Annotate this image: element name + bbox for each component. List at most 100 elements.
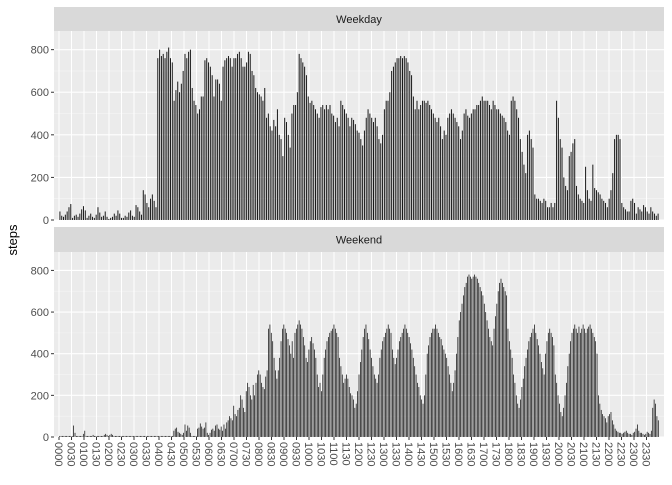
- bar: [556, 100, 558, 220]
- bar: [626, 211, 628, 220]
- x-tick-label: 2230: [615, 442, 627, 466]
- bar: [340, 100, 342, 220]
- bar: [238, 51, 240, 220]
- bar: [550, 332, 552, 437]
- bar: [216, 424, 218, 437]
- bar: [269, 324, 271, 437]
- bar: [463, 295, 464, 437]
- bar: [64, 435, 66, 437]
- bar: [634, 202, 636, 220]
- bar: [291, 113, 293, 220]
- bar: [554, 374, 556, 437]
- bar: [282, 328, 283, 437]
- bar: [82, 433, 84, 437]
- bar: [405, 58, 407, 221]
- bar: [624, 209, 626, 220]
- bar: [527, 134, 529, 220]
- x-tick-label: 1400: [402, 442, 414, 466]
- bar: [283, 324, 285, 437]
- bar: [653, 213, 655, 220]
- bar: [137, 435, 139, 437]
- x-tick-label: 0200: [102, 442, 114, 466]
- bar: [445, 134, 447, 220]
- bar: [159, 49, 161, 220]
- x-tick-label: 1200: [352, 442, 364, 466]
- bar: [496, 109, 498, 220]
- bar: [206, 432, 208, 437]
- x-tick-label: 1430: [415, 442, 427, 466]
- bar: [624, 431, 626, 437]
- bar: [267, 113, 269, 220]
- bar: [548, 207, 550, 220]
- bar: [291, 341, 293, 437]
- bar: [412, 96, 414, 220]
- bar: [495, 316, 496, 437]
- bar: [162, 435, 164, 437]
- bar: [293, 357, 294, 437]
- bar: [76, 435, 77, 437]
- bar: [472, 109, 474, 220]
- bar: [266, 370, 268, 437]
- bar: [360, 362, 361, 437]
- bar: [652, 407, 654, 437]
- x-tick-label: 0000: [52, 442, 64, 466]
- bar: [308, 349, 310, 437]
- bar: [552, 337, 553, 437]
- bar: [264, 87, 266, 220]
- bar: [458, 126, 460, 220]
- bar: [400, 337, 402, 437]
- bar: [610, 190, 612, 220]
- bar: [392, 349, 393, 437]
- bar: [195, 435, 197, 437]
- bar: [576, 185, 578, 220]
- bar: [508, 341, 510, 437]
- bar: [631, 434, 633, 437]
- bar: [606, 207, 608, 220]
- bar: [601, 198, 603, 220]
- bar: [614, 139, 616, 220]
- bar: [256, 92, 258, 220]
- bar: [220, 426, 222, 437]
- bar: [318, 117, 320, 220]
- bar: [334, 122, 336, 220]
- bar: [134, 435, 136, 437]
- bar: [153, 435, 155, 437]
- bar: [419, 395, 421, 437]
- bar: [279, 357, 281, 437]
- bar: [102, 435, 104, 437]
- bar: [508, 134, 510, 220]
- bar: [205, 422, 207, 437]
- bar: [156, 435, 158, 437]
- bar: [539, 353, 541, 437]
- bar: [603, 416, 605, 437]
- bar: [627, 432, 629, 437]
- bar: [313, 105, 315, 220]
- bar: [534, 194, 536, 220]
- bar: [102, 215, 104, 220]
- bar: [202, 96, 204, 220]
- bar: [380, 143, 382, 220]
- bar: [425, 102, 427, 220]
- x-tick-label: 0830: [265, 442, 277, 466]
- bar: [598, 395, 599, 437]
- x-tick-label: 0630: [215, 442, 227, 466]
- x-tick-label: 2130: [590, 442, 602, 466]
- bar: [122, 217, 124, 220]
- bar: [440, 339, 442, 437]
- y-tick-label: 0: [43, 215, 49, 227]
- bar: [535, 332, 537, 437]
- bar: [488, 328, 489, 437]
- bar: [432, 328, 434, 437]
- bar: [256, 374, 258, 437]
- bar: [325, 349, 326, 437]
- bar: [266, 117, 268, 220]
- y-tick-label: 800: [31, 45, 49, 57]
- bar: [273, 357, 275, 437]
- bar: [456, 122, 458, 220]
- bar: [130, 435, 132, 437]
- bar: [536, 339, 538, 437]
- bar: [162, 53, 164, 220]
- bar: [204, 427, 205, 437]
- bar: [59, 435, 61, 437]
- bar: [362, 337, 364, 437]
